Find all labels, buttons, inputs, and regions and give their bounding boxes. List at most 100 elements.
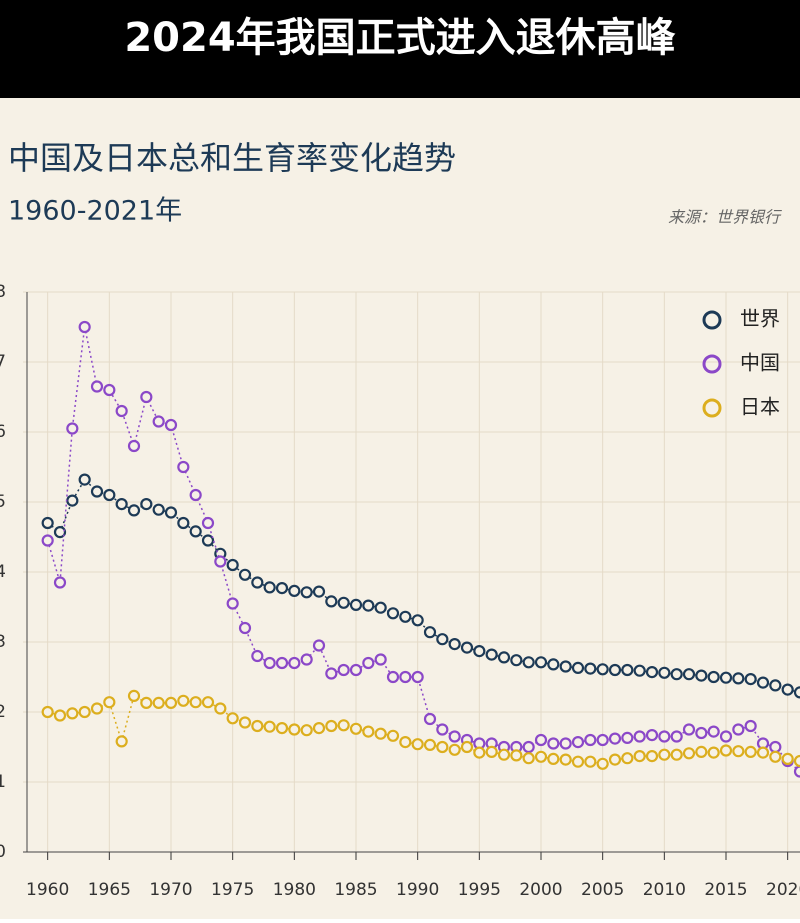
data-point (534, 656, 548, 669)
data-point (325, 667, 338, 680)
data-point (337, 596, 350, 609)
data-point (214, 555, 227, 568)
data-point (164, 418, 178, 432)
data-point (251, 719, 264, 733)
y-tick-label: 2 (0, 702, 6, 722)
data-point (596, 663, 609, 676)
data-point (115, 498, 128, 511)
data-point (621, 731, 634, 745)
data-point (66, 422, 79, 435)
data-point (633, 749, 646, 763)
data-point (436, 723, 449, 736)
data-point (226, 712, 239, 725)
data-point (140, 498, 153, 511)
data-point (707, 670, 720, 684)
y-tick-label: 7 (0, 352, 6, 372)
data-point (263, 656, 276, 670)
data-point (78, 473, 91, 486)
data-point (238, 621, 252, 635)
data-point (473, 746, 486, 759)
data-point (732, 672, 745, 685)
data-point (769, 750, 782, 763)
source: 来源：世界银行 (668, 208, 782, 227)
data-point (78, 320, 91, 334)
data-point (460, 740, 474, 754)
data-point (695, 669, 708, 682)
data-point (448, 730, 461, 743)
data-point (559, 737, 572, 750)
y-tick-label: 8 (0, 282, 6, 302)
data-point (608, 732, 622, 745)
x-tick-label: 2020 (766, 880, 800, 900)
data-point (633, 730, 646, 743)
data-point (682, 668, 696, 681)
data-point (423, 712, 437, 726)
data-point (460, 641, 474, 654)
data-point (53, 576, 67, 589)
data-point (670, 730, 683, 743)
data-point (596, 757, 609, 770)
data-point (769, 740, 782, 754)
data-point (682, 747, 696, 760)
data-point (571, 661, 585, 675)
y-tick-label: 3 (0, 632, 6, 652)
y-tick-label: 0 (0, 842, 6, 862)
header-bar (0, 0, 800, 98)
data-point (436, 740, 449, 754)
y-tick-label: 1 (0, 772, 6, 792)
data-point (374, 601, 387, 614)
data-point (571, 755, 585, 768)
data-point (448, 637, 461, 651)
data-point (448, 743, 461, 756)
x-tick-label: 2000 (519, 880, 562, 900)
data-point (140, 696, 153, 710)
data-point (559, 753, 572, 766)
data-point (189, 488, 202, 502)
data-point (695, 745, 708, 759)
data-point (769, 679, 782, 692)
data-point (793, 754, 800, 768)
x-tick-label: 1985 (334, 880, 377, 900)
data-point (608, 753, 622, 766)
data-point (559, 660, 572, 673)
data-point (362, 725, 375, 738)
data-point (41, 516, 54, 530)
data-point (337, 663, 350, 677)
data-point (584, 755, 597, 768)
data-point (152, 696, 165, 710)
data-point (263, 720, 276, 733)
data-point (411, 670, 424, 684)
header-title: 2024年我国正式进入退休高峰 (124, 15, 675, 61)
data-point (670, 668, 683, 681)
data-point (201, 534, 215, 547)
data-point (312, 721, 326, 735)
data-point (300, 724, 313, 737)
data-point (658, 666, 671, 679)
data-point (485, 648, 498, 661)
data-point (621, 752, 634, 765)
data-point (177, 694, 190, 707)
data-point (547, 752, 560, 766)
data-point (510, 654, 523, 667)
data-point (399, 735, 412, 749)
data-point (756, 676, 770, 689)
data-point (584, 733, 597, 747)
data-point (312, 585, 326, 598)
data-point (608, 663, 622, 677)
data-point (386, 670, 400, 684)
data-point (177, 516, 190, 530)
data-point (41, 705, 54, 719)
data-point (238, 716, 252, 729)
data-point (645, 749, 659, 763)
data-point (127, 504, 141, 517)
data-point (744, 719, 757, 733)
data-point (596, 733, 609, 747)
data-point (214, 702, 227, 715)
data-point (695, 726, 708, 740)
data-point (78, 705, 91, 719)
x-tick-label: 1970 (149, 880, 192, 900)
data-point (423, 738, 437, 752)
data-point (115, 735, 128, 748)
data-point (201, 696, 215, 709)
